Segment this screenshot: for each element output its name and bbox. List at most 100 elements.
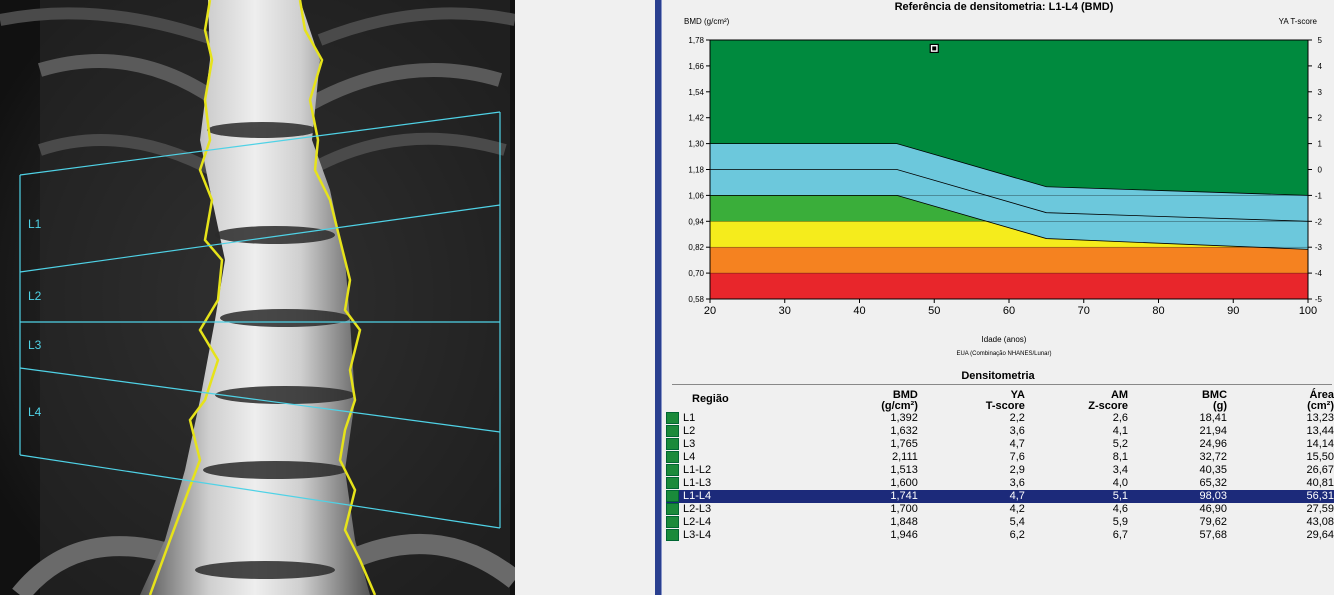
cell-bmc: 98,03 [1128, 490, 1228, 503]
region-color-swatch-icon [666, 438, 679, 451]
y-tick-label-2: 0,82 [688, 243, 704, 252]
cell-bmc: 79,62 [1199, 516, 1228, 528]
cell-bmc: 18,41 [1199, 412, 1228, 424]
cell-region: L2 [666, 425, 819, 438]
cell-bmd: 1,632 [890, 425, 918, 437]
header-area: Área (cm²) [1307, 389, 1334, 412]
cell-region: L2-L4 [666, 516, 819, 529]
y-right-axis-ticks: -5 -4 -3 -2 -1 0 1 2 3 4 5 [1308, 36, 1323, 304]
cell-am: 6,7 [1112, 529, 1129, 541]
vertebra-label-l2: L2 [28, 289, 42, 303]
table-header-row: Região BMD (g/cm²) YA T-score AM Z-score BM… [666, 386, 1334, 412]
cell-ya: 3,6 [1009, 477, 1025, 489]
region-label: L1-L2 [683, 464, 712, 476]
header-bmd: BMD (g/cm²) [881, 389, 918, 412]
x-tick-label-0: 20 [704, 305, 716, 317]
cell-ya: 4,2 [1009, 503, 1025, 515]
cell-region: L2-L3 [666, 503, 819, 516]
chart-title: Referência de densitometria: L1-L4 (BMD) [895, 1, 1114, 13]
y-tick-label-7: 1,42 [688, 114, 704, 123]
x-tick-label-8: 100 [1299, 305, 1317, 317]
x-tick-label-3: 50 [928, 305, 940, 317]
cell-area: 43,08 [1306, 516, 1334, 528]
y-tick-label-6: 1,30 [688, 140, 704, 149]
cell-region: L1-L4 [666, 490, 819, 503]
cell-area: 15,50 [1306, 451, 1334, 463]
region-color-swatch-icon [666, 425, 679, 438]
table-row[interactable]: L3-L4 1,946 6,2 6,7 57,68 29,64 [666, 529, 1334, 542]
cell-area: 26,67 [1306, 464, 1334, 476]
cell-bmd: 2,111 [891, 451, 918, 463]
cell-region: L1-L2 [666, 464, 819, 477]
region-label: L1-L4 [683, 490, 712, 502]
empty-area [515, 0, 655, 595]
table-row[interactable]: L2 1,632 3,6 4,1 21,94 13,44 [666, 425, 1334, 438]
y-right-tick-label-0: -5 [1315, 295, 1323, 304]
header-region: Região [692, 392, 729, 405]
densitometry-table: Região BMD (g/cm²) YA T-score AM Z-score BM… [666, 386, 1334, 542]
region-label: L3 [683, 438, 696, 450]
table-row[interactable]: L3 1,765 4,7 5,2 24,96 14,14 [666, 438, 1334, 451]
region-label: L4 [683, 451, 696, 463]
x-axis-label: Idade (anos) [982, 335, 1027, 344]
y-right-axis-label: YA T-score [1279, 17, 1318, 26]
cell-bmd: 1,765 [890, 438, 918, 450]
spine-xray-image: L1 L2 L3 L4 [0, 0, 515, 595]
table-row[interactable]: L1-L3 1,600 3,6 4,0 65,32 40,81 [666, 477, 1334, 490]
y-tick-label-5: 1,18 [688, 166, 704, 175]
cell-bmc: 21,94 [1199, 425, 1228, 437]
x-tick-label-6: 80 [1152, 305, 1164, 317]
xray-svg: L1 L2 L3 L4 [0, 0, 515, 595]
x-tick-label-4: 60 [1003, 305, 1015, 317]
region-label: L2 [683, 425, 696, 437]
y-right-tick-label-7: 2 [1318, 114, 1323, 123]
panel-divider[interactable] [655, 0, 662, 595]
cell-bmd: 1,741 [818, 490, 918, 503]
y-right-tick-label-5: 0 [1318, 166, 1323, 175]
y-tick-label-4: 1,06 [688, 191, 704, 200]
cell-region: L1 [666, 412, 819, 425]
table-separator [672, 384, 1332, 385]
region-color-swatch-icon [666, 503, 679, 516]
patient-marker-center [932, 46, 937, 51]
reference-mean-line [710, 169, 1309, 222]
cell-area: 14,14 [1306, 438, 1334, 450]
cell-am: 5,9 [1112, 516, 1129, 528]
x-axis-ticks: 20 30 40 50 60 70 80 90 100 [704, 299, 1317, 317]
cell-bmc: 40,35 [1199, 464, 1228, 476]
cell-am: 3,4 [1112, 464, 1129, 476]
y-tick-label-3: 0,94 [688, 217, 704, 226]
region-color-swatch-icon [666, 464, 679, 477]
table-row[interactable]: L2-L4 1,848 5,4 5,9 79,62 43,08 [666, 516, 1334, 529]
cell-bmd: 1,392 [890, 412, 918, 424]
cell-ya: 4,7 [1009, 438, 1025, 450]
band-red [710, 273, 1308, 299]
y-tick-label-10: 1,78 [688, 36, 704, 45]
cell-region: L4 [666, 451, 819, 464]
cell-am: 4,6 [1112, 503, 1129, 515]
cell-bmc: 24,96 [1199, 438, 1228, 450]
reference-chart: Referência de densitometria: L1-L4 (BMD)… [684, 1, 1323, 357]
cell-ya: 2,2 [1009, 412, 1025, 424]
plot-area [709, 39, 1309, 300]
header-ya: YA T-score [985, 389, 1025, 412]
cell-ya: 3,6 [1009, 425, 1025, 437]
table-row[interactable]: L1 1,392 2,2 2,6 18,41 13,23 [666, 412, 1334, 425]
y-right-tick-label-2: -3 [1315, 243, 1323, 252]
report-panel: Referência de densitometria: L1-L4 (BMD)… [662, 0, 1334, 595]
cell-ya: 5,4 [1009, 516, 1025, 528]
cell-ya: 4,7 [917, 490, 1025, 503]
cell-region: L3-L4 [666, 529, 819, 542]
cell-am: 4,0 [1112, 477, 1129, 489]
x-tick-label-2: 40 [853, 305, 865, 317]
table-row[interactable]: L1-L4 1,741 4,7 5,1 98,03 56,31 [666, 490, 1334, 503]
cell-ya: 2,9 [1009, 464, 1025, 476]
cell-bmc: 46,90 [1199, 503, 1228, 515]
region-color-swatch-icon [666, 490, 679, 503]
cell-bmc: 57,68 [1199, 529, 1228, 541]
table-row[interactable]: L2-L3 1,700 4,2 4,6 46,90 27,59 [666, 503, 1334, 516]
y-right-tick-label-8: 3 [1318, 88, 1323, 97]
cell-area: 13,44 [1306, 425, 1334, 437]
table-row[interactable]: L4 2,111 7,6 8,1 32,72 15,50 [666, 451, 1334, 464]
table-row[interactable]: L1-L2 1,513 2,9 3,4 40,35 26,67 [666, 464, 1334, 477]
